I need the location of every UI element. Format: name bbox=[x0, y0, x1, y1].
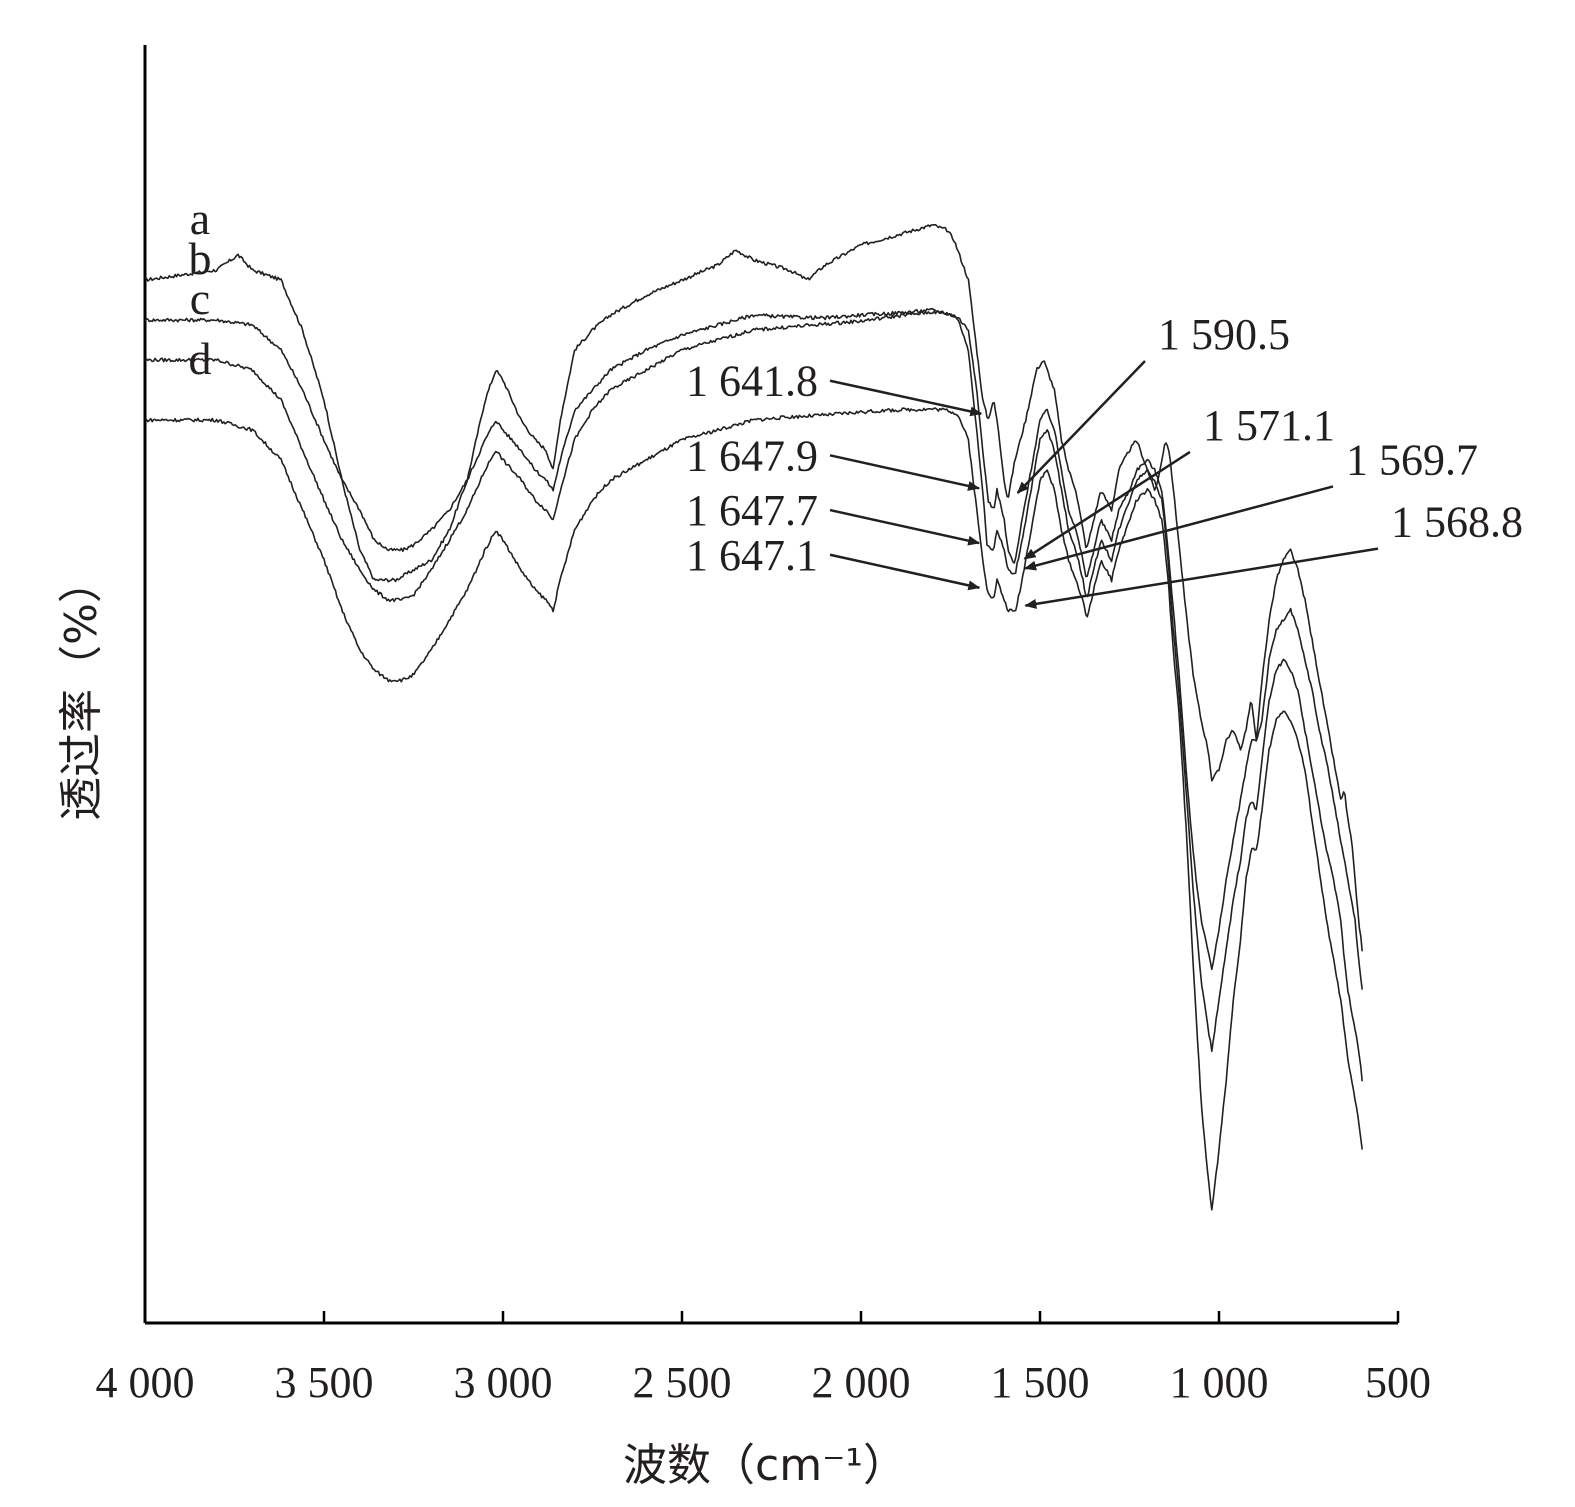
peak-annotation-arrow bbox=[1024, 485, 1334, 571]
spectra-curves bbox=[144, 224, 1363, 1211]
peak-annotation-arrow bbox=[829, 553, 981, 591]
x-axis-title: 波数（cm⁻¹） bbox=[623, 1440, 907, 1491]
peak-annotation-label: 1 568.8 bbox=[1391, 498, 1523, 547]
x-tick-label: 2 500 bbox=[633, 1358, 732, 1407]
peak-annotation-label: 1 641.8 bbox=[686, 357, 818, 406]
peak-annotation-label: 1 647.9 bbox=[686, 431, 818, 480]
peak-annotation-arrow bbox=[829, 454, 981, 491]
series-label-c: c bbox=[190, 273, 210, 324]
peak-annotation-arrow bbox=[829, 508, 981, 546]
x-tick-label: 1 500 bbox=[991, 1358, 1090, 1407]
x-tick-label: 500 bbox=[1365, 1358, 1431, 1407]
axes bbox=[143, 45, 1398, 1325]
series-label-a: a bbox=[190, 193, 210, 244]
x-tick-label: 3 000 bbox=[454, 1358, 553, 1407]
peak-annotation-arrow bbox=[829, 379, 983, 417]
peak-annotation-label: 1 590.5 bbox=[1158, 310, 1290, 359]
peak-annotation-label: 1 647.1 bbox=[686, 531, 818, 580]
series-label-d: d bbox=[189, 333, 212, 384]
peak-annotation-label: 1 647.7 bbox=[686, 486, 818, 535]
peak-annotations: 1 641.8 1 590.5 1 647.9 1 571.1 1 647.7 1 569… bbox=[686, 310, 1523, 609]
spectrum-line-b bbox=[144, 307, 1363, 990]
x-tick-label: 3 500 bbox=[275, 1358, 374, 1407]
x-tick-label: 1 000 bbox=[1170, 1358, 1269, 1407]
spectrum-line-d bbox=[144, 407, 1363, 1211]
spectrum-line-c bbox=[144, 310, 1363, 1082]
x-ticks: 4 000 3 500 3 000 2 500 2 000 1 500 1 000 500 bbox=[96, 1311, 1431, 1407]
peak-annotation-arrow bbox=[1016, 360, 1146, 494]
peak-annotation-arrow bbox=[1023, 450, 1191, 560]
x-tick-label: 4 000 bbox=[96, 1358, 195, 1407]
peak-annotation-arrow bbox=[1024, 547, 1379, 609]
x-tick-label: 2 000 bbox=[812, 1358, 911, 1407]
series-label-b: b bbox=[189, 233, 212, 284]
y-axis-title: 透过率（%） bbox=[56, 559, 107, 821]
peak-annotation-label: 1 571.1 bbox=[1203, 401, 1335, 450]
peak-annotation-label: 1 569.7 bbox=[1346, 435, 1478, 484]
